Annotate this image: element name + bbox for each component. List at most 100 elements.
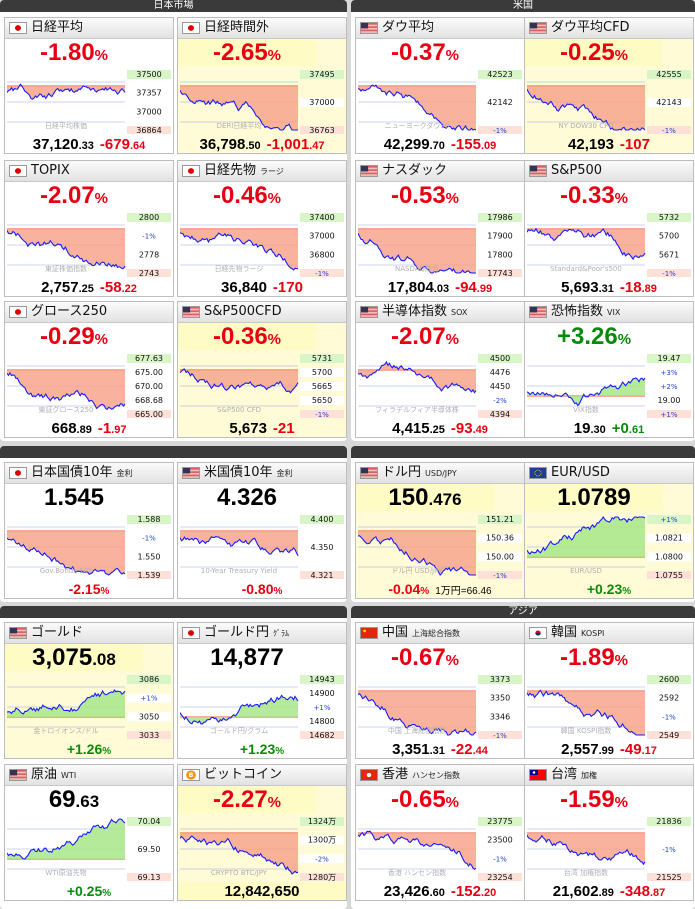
scale-label-bg bbox=[300, 873, 344, 881]
scale-label: -2% bbox=[493, 397, 507, 405]
tile-footer: 4,415.25 -93.49 bbox=[356, 419, 524, 437]
intraday-chart: NY DOW30 CFD 42555 42143 -1% bbox=[527, 70, 691, 134]
scale-label: 675.00 bbox=[135, 368, 163, 377]
current-value-main: 21,602 bbox=[552, 883, 599, 900]
price-line bbox=[358, 232, 476, 274]
change-value-decimal: .49 bbox=[472, 424, 488, 436]
tile-hk[interactable]: 香港 ハンセン指数 -0.65% 香港 ハンセン指数 23775 23500 -1% 2325… bbox=[355, 764, 525, 901]
tile-usdjpy[interactable]: ドル円 USD/JPY 150.476 ドル円 USD/JPY 151.21 150.36… bbox=[355, 462, 525, 599]
tile-nikkei_fut[interactable]: 日経先物 ラージ -0.46% 日経先物ラージ 37400 37000 36800 -1% 36… bbox=[177, 160, 347, 297]
scale-label: 2743 bbox=[139, 269, 159, 277]
tile-eurusd[interactable]: EUR/USD 1.0789 EUR/USD +1% 1.0821 1.0800 1.075… bbox=[524, 462, 694, 599]
tile-sox[interactable]: 半導体指数 SOX -2.07% フィラデルフィア半導体株 4500 4476 4450 -2… bbox=[355, 301, 525, 438]
scale-label-bg bbox=[647, 571, 691, 579]
tile-ust10[interactable]: 米国債10年 金利 4.326 10-Year Treasury Yield 4.400… bbox=[177, 462, 347, 599]
flag-jp-icon bbox=[182, 22, 200, 34]
tile-footer: 37,120.33 -679.64 bbox=[5, 135, 173, 153]
tile-dow[interactable]: ダウ平均 -0.37% ニューヨークダウ30 42523 42142 -1% 42,299.… bbox=[355, 17, 525, 154]
tile-subname: USD/JPY bbox=[425, 469, 457, 478]
chart-area: 10-Year Treasury Yield 4.400 4.350 4.321 bbox=[180, 513, 346, 579]
change-value: -22.44 bbox=[451, 741, 488, 758]
chart-area: NASDAQ総合 17986 17900 17800 17743 bbox=[358, 211, 524, 277]
scale-label: 3346 bbox=[490, 712, 510, 721]
change-area bbox=[358, 831, 476, 870]
tile-nasdaq[interactable]: ナスダック -0.53% NASDAQ総合 17986 17900 17800 17743 1… bbox=[355, 160, 525, 297]
flag-eu-icon bbox=[529, 467, 547, 479]
tile-topix[interactable]: TOPIX -2.07% 東証株価指数 2800 -1% 2778 2743 2,757.25… bbox=[4, 160, 174, 297]
scale-label-bg bbox=[478, 675, 522, 684]
scale-label-bg bbox=[300, 835, 344, 845]
tile-sp500cfd[interactable]: S&P500CFD -0.36% S&P500 CFD 5731 5700 5665 565… bbox=[177, 301, 347, 438]
scale-label: 37000 bbox=[309, 232, 334, 241]
scale-label-bg bbox=[647, 515, 691, 524]
tile-nikkei_after[interactable]: 日経時間外 -2.65% DERI日経平均 37495 37000 36763 36,798… bbox=[177, 17, 347, 154]
change-value: -1,001.47 bbox=[267, 136, 325, 153]
scale-label: 36800 bbox=[309, 250, 334, 259]
tile-name-text: S&P500CFD bbox=[204, 304, 282, 319]
tile-tw[interactable]: 台湾 加権 -1.59% 台湾 加権指数 21836 -1% 21525 21,602.89-… bbox=[524, 764, 694, 901]
change-value-main: -18 bbox=[619, 279, 642, 296]
tile-header: 韓国 KOSPI bbox=[525, 623, 693, 644]
scale-label: 3050 bbox=[139, 712, 159, 721]
flag-us-icon bbox=[182, 467, 200, 479]
scale-label: -1% bbox=[493, 855, 507, 863]
percent-sign: % bbox=[614, 794, 629, 811]
change-percent: -0.80% bbox=[242, 581, 283, 597]
chart-watermark: VIX指数 bbox=[573, 405, 599, 414]
change-value-decimal: .87 bbox=[649, 887, 666, 899]
tile-nikkei[interactable]: 日経平均 -1.80% 日経平均株価 37500 37357 37000 36864 37,1… bbox=[4, 17, 174, 154]
intraday-chart: S&P500 CFD 5731 5700 5665 5650 -1% bbox=[180, 354, 344, 418]
current-value-decimal: .89 bbox=[598, 887, 614, 899]
scale-label-bg bbox=[300, 368, 344, 377]
change-percent-value: +1.26 bbox=[66, 741, 103, 757]
intraday-chart: DERI日経平均 37495 37000 36763 bbox=[180, 70, 344, 134]
tile-china[interactable]: 中国 上海総合指数 -0.67% 中国 上海総合指数 3373 3350 3346 -1% 3,… bbox=[355, 622, 525, 759]
change-area bbox=[527, 833, 645, 865]
tile-gold_jpy[interactable]: ゴールド円 ｸﾞﾗﾑ 14,877 ゴールド円/グラム 14943 14900 +1% 148… bbox=[177, 622, 347, 759]
tile-name-text: 中国 bbox=[382, 625, 409, 640]
change-value-main: +0 bbox=[611, 420, 629, 437]
tile-vix[interactable]: 恐怖指数 VIX +3.26% VIX指数 19.47 +3% +2% 19.00 +1% 19.… bbox=[524, 301, 694, 438]
flag-us-icon bbox=[182, 306, 200, 318]
tile-name: ドル円 USD/JPY bbox=[382, 465, 457, 482]
change-value-decimal: .20 bbox=[480, 887, 497, 899]
tile-header: 米国債10年 金利 bbox=[178, 463, 346, 484]
tile-subname: 金利 bbox=[116, 469, 133, 478]
current-value-main: 5,693 bbox=[561, 279, 599, 296]
tile-header: 台湾 加権 bbox=[525, 765, 693, 786]
price-line bbox=[7, 689, 126, 715]
scale-label-bg bbox=[478, 354, 522, 363]
tile-dow_cfd[interactable]: ダウ平均CFD -0.25% NY DOW30 CFD 42555 42143 -1% 42… bbox=[524, 17, 694, 154]
current-value-decimal: .476 bbox=[428, 490, 462, 509]
scale-label-bg bbox=[300, 515, 344, 524]
tile-growth[interactable]: グロース250 -0.29% 東証グロース250 677.63 675.00 670.00… bbox=[4, 301, 174, 438]
scale-label-bg bbox=[127, 571, 171, 579]
scale-label-bg bbox=[647, 250, 691, 260]
tile-korea[interactable]: 韓国 KOSPI -1.89% 韓国 KOSPI指数 2600 2592 -1% 2549 2,… bbox=[524, 622, 694, 759]
chart-area: CRYPTO BTC/JPY 1324万 1300万 -2% 1280万 bbox=[180, 815, 346, 881]
tile-subname: WTI bbox=[61, 771, 77, 780]
current-value-main: 23,426 bbox=[383, 883, 430, 900]
scale-label: 42143 bbox=[656, 98, 681, 107]
tile-header: 日経先物 ラージ bbox=[178, 161, 346, 182]
flag-jp-icon bbox=[9, 22, 27, 34]
change-percent: -0.46% bbox=[178, 182, 316, 209]
scale-label: 4500 bbox=[490, 354, 510, 363]
tile-footer: 17,804.03 -94.99 bbox=[356, 278, 524, 296]
tile-sp500[interactable]: S&P500 -0.33% Standard&Poor's500 5732 5700 56… bbox=[524, 160, 694, 297]
tile-jgb10[interactable]: 日本国債10年 金利 1.545 Gov.Bonds 10Y 1.588 -1% 1.550… bbox=[4, 462, 174, 599]
scale-label-bg bbox=[127, 410, 171, 418]
change-value: -155.09 bbox=[451, 136, 496, 153]
tile-gold[interactable]: ゴールド 3,075.08 金トロイオンス/ドル 3086 +1% 3050 3033 +1.… bbox=[4, 622, 174, 759]
scale-label: 14800 bbox=[309, 717, 334, 726]
tile-btc[interactable]: B ビットコイン -2.27% CRYPTO BTC/JPY 1324万 1300万 -2%… bbox=[177, 764, 347, 901]
tile-name: 半導体指数 SOX bbox=[382, 304, 467, 321]
tile-oil[interactable]: 原油 WTI 69.63 WTI原油先物 70.04 69.50 69.13 +0.25% bbox=[4, 764, 174, 901]
chart-watermark: 東証株価指数 bbox=[45, 264, 87, 273]
price-line bbox=[7, 371, 126, 411]
current-value: 21,602.89 bbox=[553, 883, 614, 900]
price-line bbox=[180, 232, 299, 271]
scale-label: 1.550 bbox=[138, 552, 161, 561]
scale-label-bg bbox=[300, 543, 344, 552]
percent-sign: % bbox=[445, 794, 460, 811]
